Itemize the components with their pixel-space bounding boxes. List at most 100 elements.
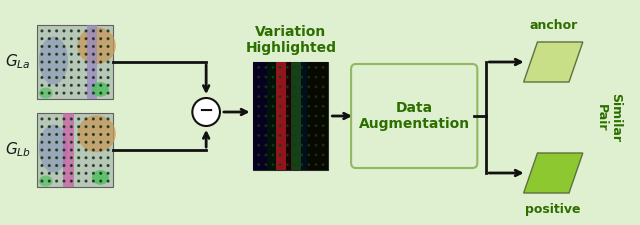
Circle shape <box>56 38 58 40</box>
Circle shape <box>49 180 50 182</box>
Circle shape <box>56 84 58 86</box>
Circle shape <box>294 125 295 126</box>
Circle shape <box>287 135 288 136</box>
Circle shape <box>258 106 259 107</box>
Circle shape <box>63 126 65 128</box>
Circle shape <box>63 141 65 143</box>
Circle shape <box>41 165 43 166</box>
Circle shape <box>63 69 65 71</box>
Text: anchor: anchor <box>529 19 577 32</box>
Circle shape <box>265 135 267 136</box>
Text: Variation
Highlighted: Variation Highlighted <box>246 25 337 55</box>
Circle shape <box>100 46 102 47</box>
Circle shape <box>63 92 65 94</box>
Bar <box>294 62 307 170</box>
Circle shape <box>308 67 310 68</box>
Circle shape <box>93 84 94 86</box>
Circle shape <box>70 61 72 63</box>
Circle shape <box>108 77 109 78</box>
Circle shape <box>63 149 65 151</box>
Circle shape <box>41 134 43 135</box>
Circle shape <box>70 46 72 47</box>
Circle shape <box>63 46 65 47</box>
Circle shape <box>63 134 65 135</box>
Circle shape <box>93 53 94 55</box>
Circle shape <box>70 126 72 128</box>
Circle shape <box>78 118 79 120</box>
Circle shape <box>316 135 317 136</box>
Circle shape <box>258 125 259 126</box>
Circle shape <box>41 53 43 55</box>
Circle shape <box>78 165 79 166</box>
Circle shape <box>49 53 50 55</box>
Ellipse shape <box>39 124 68 173</box>
Circle shape <box>93 30 94 32</box>
Circle shape <box>41 126 43 128</box>
Bar <box>36 113 113 187</box>
Circle shape <box>56 172 58 174</box>
Circle shape <box>294 115 295 117</box>
Circle shape <box>85 134 87 135</box>
Circle shape <box>56 92 58 94</box>
Circle shape <box>301 67 303 68</box>
Circle shape <box>100 165 102 166</box>
Circle shape <box>100 141 102 143</box>
Circle shape <box>49 165 50 166</box>
Circle shape <box>63 172 65 174</box>
Circle shape <box>41 92 43 94</box>
Circle shape <box>100 84 102 86</box>
Circle shape <box>108 141 109 143</box>
Circle shape <box>323 144 324 146</box>
Circle shape <box>78 46 79 47</box>
Ellipse shape <box>39 176 52 187</box>
Circle shape <box>308 106 310 107</box>
Circle shape <box>323 125 324 126</box>
Bar <box>307 62 328 170</box>
Circle shape <box>323 135 324 136</box>
Circle shape <box>108 30 109 32</box>
Circle shape <box>316 86 317 88</box>
Circle shape <box>294 164 295 165</box>
Circle shape <box>49 141 50 143</box>
Circle shape <box>85 165 87 166</box>
Circle shape <box>100 118 102 120</box>
Ellipse shape <box>39 36 68 85</box>
Circle shape <box>308 144 310 146</box>
Circle shape <box>41 180 43 182</box>
Circle shape <box>85 157 87 159</box>
Ellipse shape <box>77 115 116 152</box>
Circle shape <box>108 157 109 159</box>
Circle shape <box>78 30 79 32</box>
Circle shape <box>49 157 50 159</box>
Circle shape <box>56 165 58 166</box>
Circle shape <box>70 165 72 166</box>
Circle shape <box>63 61 65 63</box>
Circle shape <box>301 164 303 165</box>
Circle shape <box>70 69 72 71</box>
Circle shape <box>41 172 43 174</box>
Circle shape <box>316 115 317 117</box>
Circle shape <box>93 61 94 63</box>
Circle shape <box>41 84 43 86</box>
Circle shape <box>78 134 79 135</box>
Circle shape <box>100 134 102 135</box>
Circle shape <box>93 38 94 40</box>
Circle shape <box>100 53 102 55</box>
Circle shape <box>280 115 281 117</box>
Circle shape <box>272 96 274 97</box>
Circle shape <box>265 125 267 126</box>
Circle shape <box>85 53 87 55</box>
Circle shape <box>100 172 102 174</box>
Circle shape <box>93 157 94 159</box>
Circle shape <box>63 53 65 55</box>
Circle shape <box>108 92 109 94</box>
Circle shape <box>272 135 274 136</box>
Circle shape <box>85 38 87 40</box>
Circle shape <box>93 46 94 47</box>
Circle shape <box>93 69 94 71</box>
Circle shape <box>49 84 50 86</box>
Circle shape <box>301 76 303 78</box>
Circle shape <box>258 135 259 136</box>
Circle shape <box>272 86 274 88</box>
Circle shape <box>301 96 303 97</box>
